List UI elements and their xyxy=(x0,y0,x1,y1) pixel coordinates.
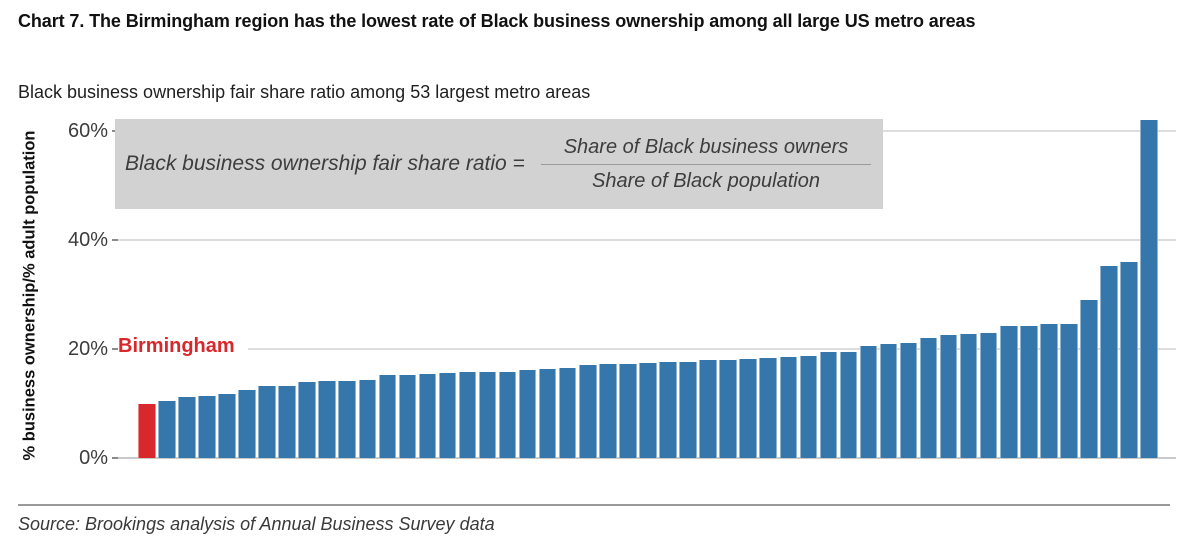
bar xyxy=(238,389,256,458)
bar xyxy=(298,381,316,458)
bar xyxy=(739,358,757,458)
bar xyxy=(1020,325,1038,458)
bar xyxy=(839,351,858,458)
y-tick-label: 60% xyxy=(67,120,108,142)
bar xyxy=(178,397,196,458)
bar xyxy=(859,346,878,458)
y-tick-label: 0% xyxy=(79,447,108,469)
bar xyxy=(599,364,617,458)
bar xyxy=(1040,323,1058,458)
fraction-divider-line xyxy=(541,163,871,165)
bar xyxy=(318,380,336,458)
bar xyxy=(558,367,577,458)
bar xyxy=(959,334,978,458)
bar xyxy=(1000,326,1018,458)
bar xyxy=(198,396,216,458)
source-divider-rule xyxy=(18,504,1170,506)
y-tick-mark xyxy=(112,457,118,459)
bar xyxy=(378,375,397,458)
bar xyxy=(1080,299,1098,458)
bar xyxy=(979,332,998,458)
chart-subtitle: Black business ownership fair share rati… xyxy=(18,82,591,102)
bar xyxy=(639,362,657,458)
bar xyxy=(278,386,296,458)
gridline-20 xyxy=(248,348,1176,350)
bar-birmingham xyxy=(138,403,156,458)
chart-title: Chart 7. The Birmingham region has the l… xyxy=(18,11,976,31)
formula-fraction: Share of Black business owners Share of … xyxy=(541,136,871,193)
bar xyxy=(258,386,276,458)
bar xyxy=(1120,261,1138,458)
bar xyxy=(218,394,236,458)
bar xyxy=(358,379,377,458)
bars xyxy=(138,0,1158,458)
gridline-0 xyxy=(118,457,1176,459)
formula-denominator: Share of Black population xyxy=(592,169,820,192)
bar xyxy=(1100,265,1118,458)
y-tick-label: 40% xyxy=(67,229,108,251)
bar xyxy=(518,370,537,458)
bar xyxy=(779,357,797,458)
bar xyxy=(498,371,517,458)
bar xyxy=(939,334,958,458)
bar xyxy=(579,365,597,458)
bar xyxy=(338,380,356,458)
bar xyxy=(919,337,938,458)
y-tick-label: 20% xyxy=(67,338,108,360)
bar xyxy=(619,363,637,458)
bar xyxy=(538,368,557,458)
bar xyxy=(699,360,717,458)
bar xyxy=(158,400,176,458)
bar xyxy=(438,373,457,458)
formula-numerator: Share of Black business owners xyxy=(563,135,849,158)
bar xyxy=(418,374,437,458)
bar xyxy=(719,359,737,458)
bar xyxy=(819,352,838,458)
bar xyxy=(478,371,497,458)
gridline-40 xyxy=(118,239,1176,241)
y-tick-mark xyxy=(112,348,118,350)
bar xyxy=(679,361,697,458)
y-axis-title: % business ownership/% adult population xyxy=(20,130,39,461)
source-text: Source: Brookings analysis of Annual Bus… xyxy=(18,514,495,534)
bar xyxy=(458,371,477,458)
bar xyxy=(659,361,677,458)
formula-box: Black business ownership fair share rati… xyxy=(115,119,883,209)
bar xyxy=(799,356,818,458)
birmingham-annotation: Birmingham xyxy=(118,335,235,357)
y-tick-mark xyxy=(112,239,118,241)
formula-lhs: Black business ownership fair share rati… xyxy=(125,152,525,175)
bar xyxy=(1140,120,1158,458)
bar xyxy=(759,358,777,458)
bar xyxy=(1060,323,1078,458)
bar xyxy=(879,343,898,458)
bar xyxy=(899,343,918,458)
bar xyxy=(398,374,417,458)
